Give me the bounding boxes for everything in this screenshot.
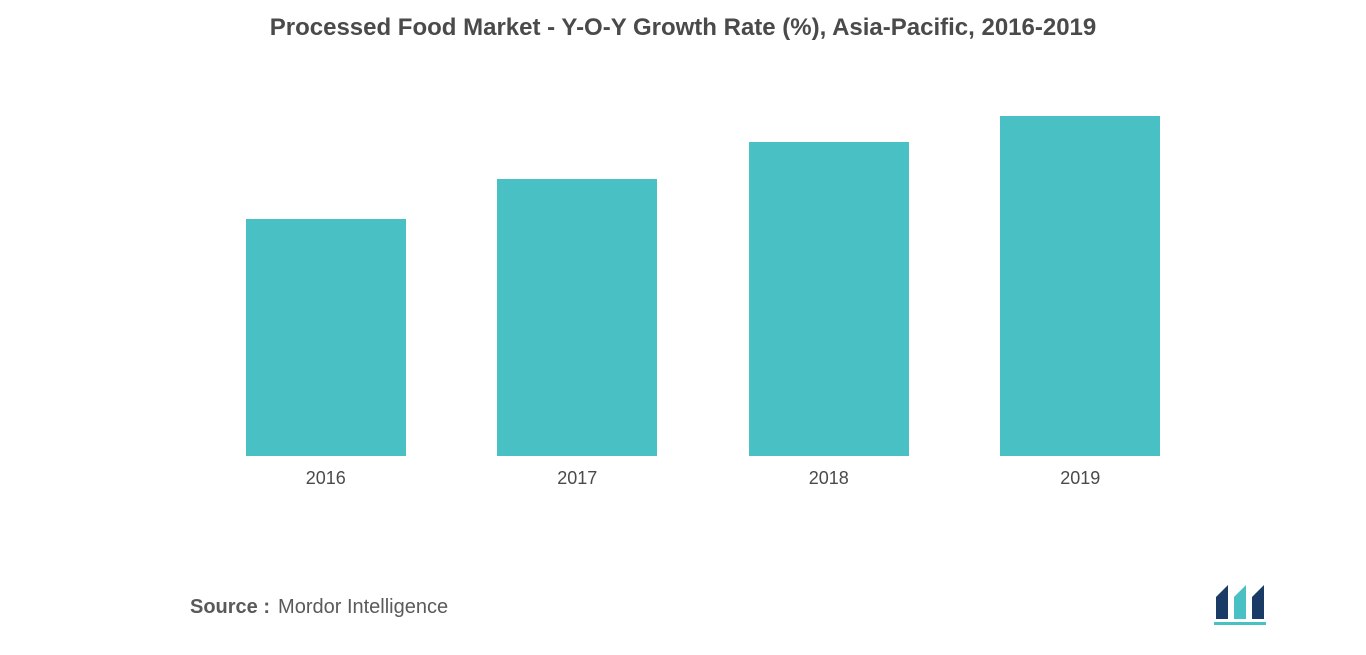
bar-slot-1 <box>452 86 704 456</box>
logo-bar-0 <box>1216 585 1228 619</box>
chart-container: Processed Food Market - Y-O-Y Growth Rat… <box>0 0 1366 655</box>
bar-2 <box>749 142 909 457</box>
logo-bars <box>1216 585 1264 619</box>
bar-1 <box>497 179 657 457</box>
x-label-2: 2018 <box>703 468 955 489</box>
brand-logo-icon <box>1214 583 1278 625</box>
bar-3 <box>1000 116 1160 456</box>
bar-slot-0 <box>200 86 452 456</box>
x-label-0: 2016 <box>200 468 452 489</box>
x-label-3: 2019 <box>955 468 1207 489</box>
source-footer: Source : Mordor Intelligence <box>190 596 448 619</box>
source-label: Source : <box>190 596 270 619</box>
bar-slot-2 <box>703 86 955 456</box>
logo-underline <box>1214 622 1266 625</box>
bar-slot-3 <box>955 86 1207 456</box>
logo-bar-2 <box>1252 585 1264 619</box>
x-label-1: 2017 <box>452 468 704 489</box>
plot-area <box>200 86 1206 456</box>
bar-0 <box>246 219 406 456</box>
logo-bar-1 <box>1234 585 1246 619</box>
x-axis-labels: 2016 2017 2018 2019 <box>200 468 1206 489</box>
chart-title: Processed Food Market - Y-O-Y Growth Rat… <box>40 14 1326 42</box>
source-text: Mordor Intelligence <box>278 596 448 619</box>
